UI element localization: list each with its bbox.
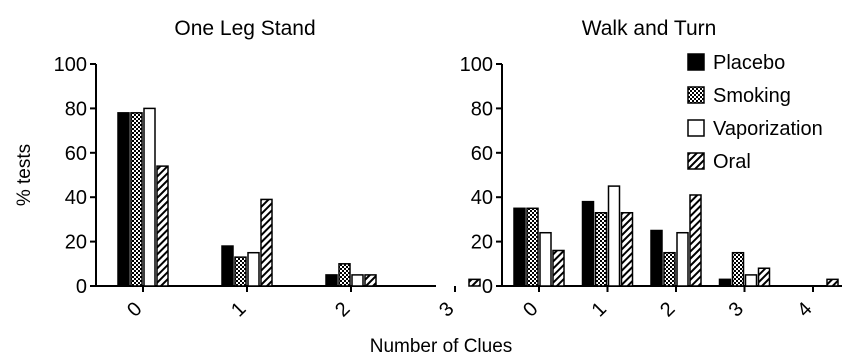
x-tick-label: 4 — [793, 298, 816, 321]
x-tick-label: 0 — [519, 298, 542, 321]
bar-oral-2 — [689, 194, 702, 287]
chart-title-left: One Leg Stand — [174, 17, 315, 40]
y-tick-label: 20 — [471, 232, 493, 254]
bar-oral-2 — [364, 274, 377, 287]
bar-smoking-3 — [731, 251, 745, 287]
bar-smoking-2 — [338, 263, 351, 287]
legend-label-placebo: Placebo — [713, 52, 785, 74]
bar-placebo-0 — [117, 112, 130, 287]
y-tick-label: 80 — [65, 98, 87, 120]
y-tick-label: 60 — [471, 143, 493, 165]
bar-smoking-0 — [130, 112, 143, 287]
bar-oral-1 — [620, 211, 634, 287]
bar-placebo-2 — [325, 274, 338, 287]
x-tick-label: 0 — [123, 298, 146, 321]
bar-vaporization-1 — [607, 185, 621, 287]
chart-title-right: Walk and Turn — [582, 17, 717, 40]
y-axis-label: % tests — [14, 144, 35, 206]
bar-vaporization-0 — [539, 231, 552, 287]
bar-vaporization-1 — [247, 251, 260, 287]
legend-label-vaporization: Vaporization — [713, 118, 823, 140]
x-tick-label: 1 — [227, 298, 250, 321]
legend-label-oral: Oral — [713, 151, 751, 173]
bar-oral-0 — [156, 165, 169, 287]
bar-placebo-2 — [650, 229, 663, 287]
y-tick-label: 40 — [65, 187, 87, 209]
y-tick-label: 100 — [54, 54, 87, 76]
bar-vaporization-2 — [351, 274, 364, 287]
bar-oral-4 — [826, 278, 839, 287]
bar-smoking-1 — [234, 256, 247, 287]
y-tick-label: 80 — [471, 98, 493, 120]
bar-placebo-3 — [718, 278, 732, 287]
bar-oral-0 — [552, 249, 565, 287]
x-tick-label: 2 — [656, 298, 679, 321]
legend: Placebo Smoking Vaporization Oral — [687, 52, 823, 173]
bar-placebo-1 — [221, 245, 234, 287]
bar-oral-3 — [757, 267, 771, 287]
y-tick-label: 100 — [460, 54, 493, 76]
bar-placebo-0 — [513, 207, 526, 287]
bar-oral-1 — [260, 198, 273, 287]
y-tick-label: 0 — [76, 276, 87, 298]
x-axis-label: Number of Clues — [370, 336, 513, 357]
y-tick-label: 20 — [65, 232, 87, 254]
legend-swatch-oral — [687, 152, 705, 170]
legend-swatch-vaporization — [687, 119, 705, 137]
bar-vaporization-3 — [744, 274, 758, 287]
bar-placebo-1 — [581, 200, 595, 287]
bar-smoking-1 — [594, 211, 608, 287]
legend-label-smoking: Smoking — [713, 85, 791, 107]
bar-oral-3 — [468, 278, 481, 287]
legend-swatch-smoking — [687, 86, 705, 104]
x-tick-label: 3 — [725, 298, 748, 321]
bar-vaporization-2 — [676, 231, 689, 287]
bar-smoking-0 — [526, 207, 539, 287]
y-tick-label: 40 — [471, 187, 493, 209]
bar-vaporization-0 — [143, 107, 156, 287]
x-tick-label: 2 — [331, 298, 354, 321]
x-tick-label: 3 — [435, 298, 458, 321]
legend-swatch-placebo — [687, 53, 705, 71]
y-tick-label: 60 — [65, 143, 87, 165]
bar-smoking-2 — [663, 251, 676, 287]
y-tick-label: 0 — [482, 276, 493, 298]
x-tick-label: 1 — [588, 298, 611, 321]
